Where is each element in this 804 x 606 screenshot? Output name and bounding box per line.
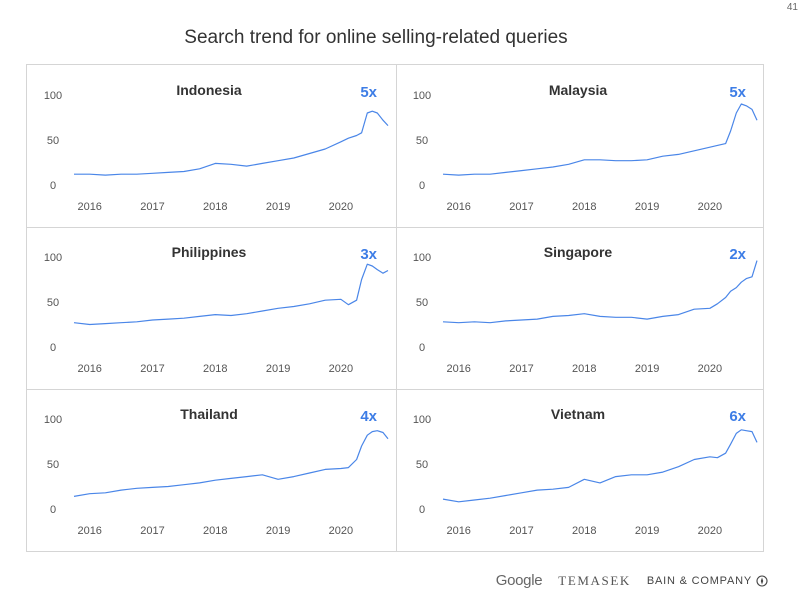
chart-panel-singapore: Singapore 2x 100 50 0 2016 2017 2018 2019 2020 xyxy=(413,244,758,375)
chart-panel-philippines: Philippines 3x 100 50 0 2016 2017 2018 2019 2020 xyxy=(44,244,389,375)
chart-panel-vietnam: Vietnam 6x 100 50 0 2016 2017 2018 2019 2020 xyxy=(413,406,758,537)
bain-logo: BAIN & COMPANY xyxy=(647,575,768,587)
x-tick-label: 2019 xyxy=(635,201,659,213)
panel-title: Indonesia xyxy=(176,82,242,98)
x-tick-label: 2017 xyxy=(140,363,164,375)
x-tick-label: 2020 xyxy=(329,525,353,537)
x-tick-label: 2017 xyxy=(140,201,164,213)
chart-title: Search trend for online selling-related … xyxy=(184,27,568,48)
growth-multiplier: 6x xyxy=(729,408,746,425)
growth-multiplier: 2x xyxy=(729,246,746,263)
x-tick-label: 2019 xyxy=(266,363,290,375)
y-tick-label: 50 xyxy=(47,459,59,471)
x-tick-label: 2020 xyxy=(698,201,722,213)
chart-panel-indonesia: Indonesia 5x 100 50 0 2016 2017 2018 2019 2020 xyxy=(44,82,389,213)
google-logo: Google xyxy=(495,572,543,589)
chart-panel-malaysia: Malaysia 5x 100 50 0 2016 2017 2018 2019 2020 xyxy=(413,82,758,213)
x-tick-label: 2018 xyxy=(203,363,227,375)
y-tick-label: 50 xyxy=(416,135,428,147)
series-line xyxy=(73,263,389,326)
y-tick-label: 100 xyxy=(413,252,431,264)
growth-multiplier: 5x xyxy=(360,84,377,101)
growth-multiplier: 3x xyxy=(360,246,377,263)
series-line xyxy=(74,110,389,176)
x-tick-label: 2020 xyxy=(329,363,353,375)
x-tick-label: 2017 xyxy=(140,525,164,537)
y-tick-label: 50 xyxy=(47,135,59,147)
x-tick-label: 2016 xyxy=(77,363,101,375)
x-tick-label: 2016 xyxy=(77,525,101,537)
chart-panel-thailand: Thailand 4x 100 50 0 2016 2017 2018 2019 2020 xyxy=(44,406,389,537)
x-tick-label: 2018 xyxy=(572,201,596,213)
x-tick-label: 2017 xyxy=(509,363,533,375)
y-tick-label: 0 xyxy=(419,180,425,192)
y-tick-label: 0 xyxy=(50,180,56,192)
x-tick-label: 2019 xyxy=(635,525,659,537)
panel-divider-horizontal xyxy=(27,389,763,390)
bain-compass-icon xyxy=(756,574,768,587)
y-tick-label: 100 xyxy=(44,414,62,426)
x-tick-label: 2018 xyxy=(203,525,227,537)
panel-title: Vietnam xyxy=(551,406,605,422)
y-tick-label: 0 xyxy=(50,504,56,516)
x-tick-label: 2019 xyxy=(266,525,290,537)
y-tick-label: 50 xyxy=(416,459,428,471)
y-tick-label: 0 xyxy=(419,342,425,354)
panel-divider-horizontal xyxy=(27,227,763,228)
x-tick-label: 2020 xyxy=(698,363,722,375)
growth-multiplier: 5x xyxy=(729,84,746,101)
series-line xyxy=(73,430,389,497)
x-tick-label: 2020 xyxy=(698,525,722,537)
x-tick-label: 2020 xyxy=(329,201,353,213)
chart-grid: Indonesia 5x 100 50 0 2016 2017 2018 2019 2020 Mal… xyxy=(26,64,764,552)
panel-title: Philippines xyxy=(172,244,247,260)
panel-title: Singapore xyxy=(544,244,613,260)
y-tick-label: 50 xyxy=(416,297,428,309)
panel-divider-vertical xyxy=(396,65,397,551)
y-tick-label: 50 xyxy=(47,297,59,309)
y-tick-label: 100 xyxy=(44,90,62,102)
panel-title: Malaysia xyxy=(549,82,608,98)
bain-logo-text: BAIN & COMPANY xyxy=(646,574,752,587)
x-tick-label: 2018 xyxy=(572,525,596,537)
growth-multiplier: 4x xyxy=(360,408,377,425)
series-line xyxy=(442,260,758,324)
panel-title: Thailand xyxy=(180,406,238,422)
x-tick-label: 2018 xyxy=(203,201,227,213)
x-tick-label: 2016 xyxy=(446,525,470,537)
x-tick-label: 2016 xyxy=(446,363,470,375)
x-tick-label: 2016 xyxy=(77,201,101,213)
y-tick-label: 100 xyxy=(413,90,431,102)
x-tick-label: 2017 xyxy=(509,525,533,537)
y-tick-label: 100 xyxy=(44,252,62,264)
x-tick-label: 2016 xyxy=(446,201,470,213)
x-tick-label: 2018 xyxy=(572,363,596,375)
footer-logos: Google TEMASEK BAIN & COMPANY xyxy=(496,572,768,589)
x-tick-label: 2017 xyxy=(509,201,533,213)
y-tick-label: 0 xyxy=(50,342,56,354)
x-tick-label: 2019 xyxy=(635,363,659,375)
series-line xyxy=(442,103,758,176)
y-tick-label: 0 xyxy=(419,504,425,516)
page-number: 41 xyxy=(786,2,798,13)
temasek-logo: TEMASEK xyxy=(558,572,631,588)
x-tick-label: 2019 xyxy=(266,201,290,213)
y-tick-label: 100 xyxy=(413,414,431,426)
series-line xyxy=(442,429,758,503)
